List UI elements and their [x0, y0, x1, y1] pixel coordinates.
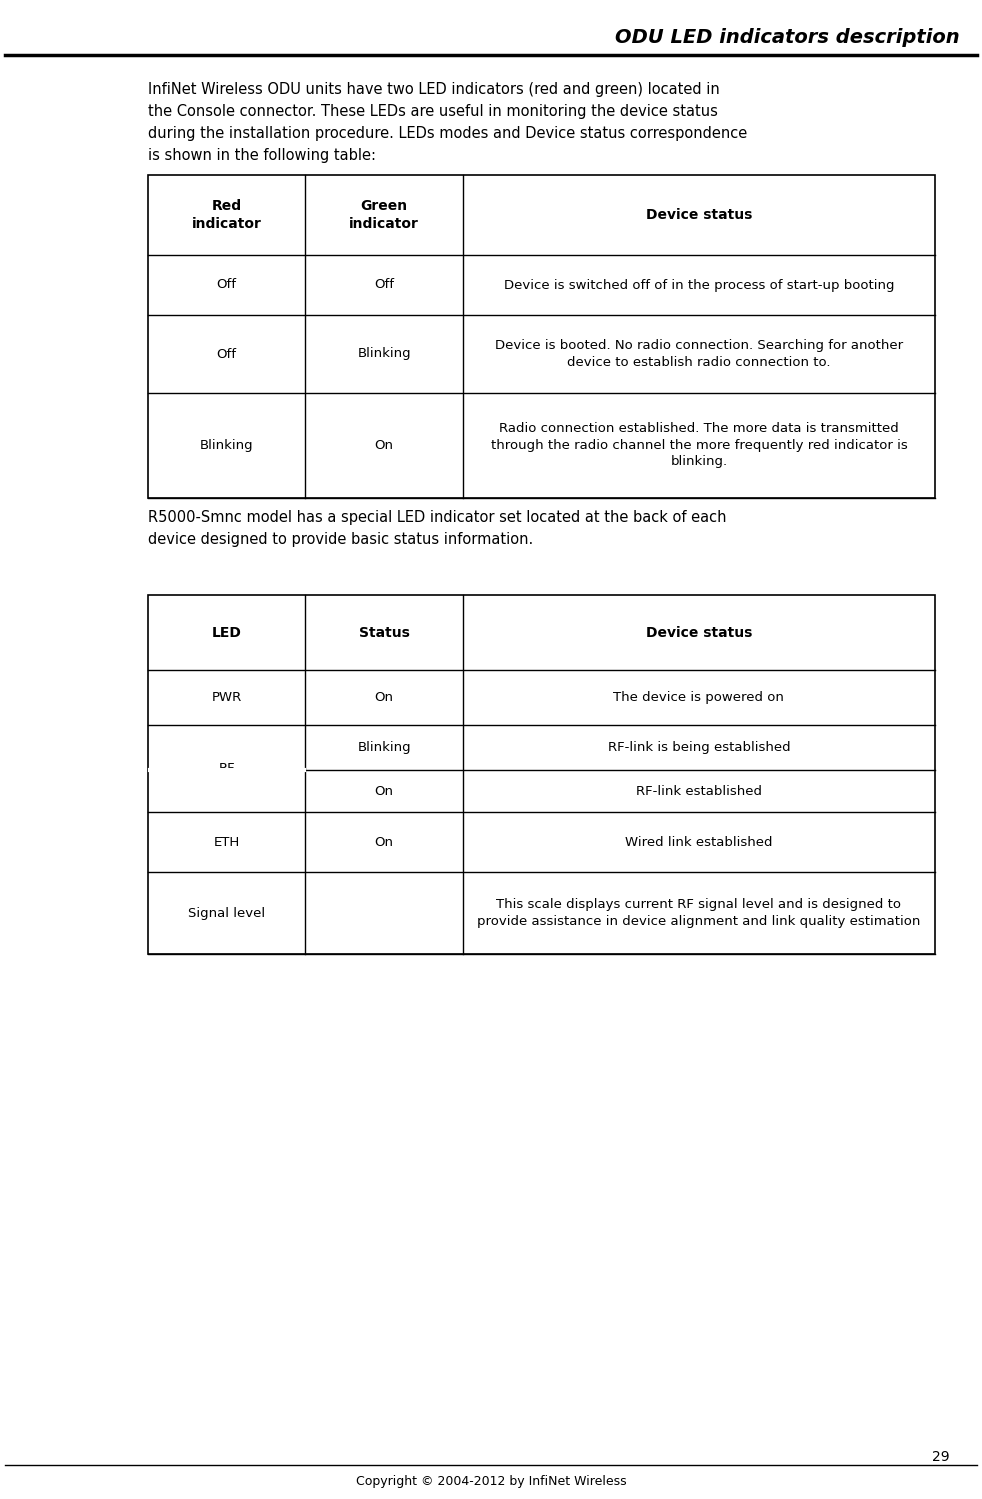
Text: Device status: Device status	[646, 208, 752, 222]
Text: Blinking: Blinking	[357, 741, 410, 754]
Text: Device is booted. No radio connection. Searching for another
device to establish: Device is booted. No radio connection. S…	[495, 339, 903, 369]
Text: This scale displays current RF signal level and is designed to
provide assistanc: This scale displays current RF signal le…	[477, 898, 920, 928]
Text: Signal level: Signal level	[189, 907, 265, 919]
Text: RF-link established: RF-link established	[636, 784, 762, 797]
Text: is shown in the following table:: is shown in the following table:	[148, 148, 376, 163]
Text: Wired link established: Wired link established	[626, 835, 773, 848]
Text: Blinking: Blinking	[200, 439, 253, 453]
Text: 29: 29	[932, 1450, 950, 1465]
Text: during the installation procedure. LEDs modes and Device status correspondence: during the installation procedure. LEDs …	[148, 126, 747, 141]
Text: Status: Status	[358, 625, 409, 640]
Text: ODU LED indicators description: ODU LED indicators description	[616, 28, 960, 46]
Text: device designed to provide basic status information.: device designed to provide basic status …	[148, 532, 533, 547]
Text: Blinking: Blinking	[357, 348, 410, 360]
Text: RF-link is being established: RF-link is being established	[608, 741, 791, 754]
Text: The device is powered on: The device is powered on	[614, 691, 785, 705]
Text: On: On	[374, 835, 394, 848]
Text: On: On	[374, 439, 394, 453]
Text: On: On	[374, 691, 394, 705]
Text: Copyright © 2004-2012 by InfiNet Wireless: Copyright © 2004-2012 by InfiNet Wireles…	[355, 1475, 627, 1489]
Text: Off: Off	[217, 348, 237, 360]
Text: LED: LED	[212, 625, 242, 640]
Text: Device status: Device status	[646, 625, 752, 640]
Text: Off: Off	[217, 279, 237, 291]
Text: InfiNet Wireless ODU units have two LED indicators (red and green) located in: InfiNet Wireless ODU units have two LED …	[148, 82, 720, 97]
Text: ETH: ETH	[213, 835, 240, 848]
Text: Off: Off	[374, 279, 394, 291]
Text: Green
indicator: Green indicator	[350, 199, 419, 231]
Bar	[148, 175, 935, 498]
Text: PWR: PWR	[211, 691, 242, 705]
Text: RF: RF	[218, 761, 235, 775]
Text: Red
indicator: Red indicator	[191, 199, 261, 231]
Text: On: On	[374, 784, 394, 797]
Text: Radio connection established. The more data is transmitted
through the radio cha: Radio connection established. The more d…	[491, 423, 907, 469]
Text: Device is switched off of in the process of start-up booting: Device is switched off of in the process…	[504, 279, 895, 291]
Text: R5000-Smnc model has a special LED indicator set located at the back of each: R5000-Smnc model has a special LED indic…	[148, 510, 727, 525]
Text: the Console connector. These LEDs are useful in monitoring the device status: the Console connector. These LEDs are us…	[148, 103, 718, 118]
Bar	[148, 595, 935, 953]
